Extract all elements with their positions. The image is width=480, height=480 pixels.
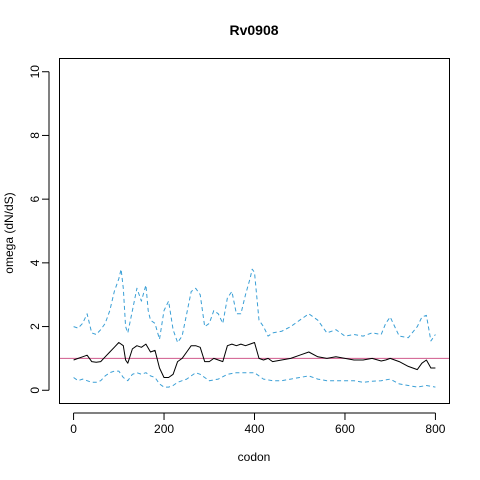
- y-axis-title: omega (dN/dS): [2, 192, 16, 273]
- series-line-upper: [73, 268, 436, 343]
- x-tick-label: 600: [335, 422, 355, 436]
- y-tick-label: 4: [28, 259, 42, 266]
- x-tick-label: 0: [70, 422, 77, 436]
- plot-frame: [59, 58, 450, 404]
- x-axis: 0 200 400 600 800: [70, 412, 446, 436]
- x-tick-label: 800: [425, 422, 445, 436]
- y-tick-label: 0: [28, 387, 42, 394]
- y-axis: 0 2 4 6 8 10: [28, 65, 50, 394]
- x-tick-label: 400: [244, 422, 264, 436]
- y-tick-label: 8: [28, 132, 42, 139]
- series-layer: [73, 268, 436, 388]
- x-axis-title: codon: [238, 450, 271, 464]
- series-line-estimate: [73, 342, 436, 378]
- y-tick-label: 2: [28, 323, 42, 330]
- x-tick-label: 200: [154, 422, 174, 436]
- chart-title: Rv0908: [229, 22, 278, 38]
- y-tick-label: 10: [28, 65, 42, 79]
- y-tick-label: 6: [28, 195, 42, 202]
- series-line-lower: [73, 370, 436, 388]
